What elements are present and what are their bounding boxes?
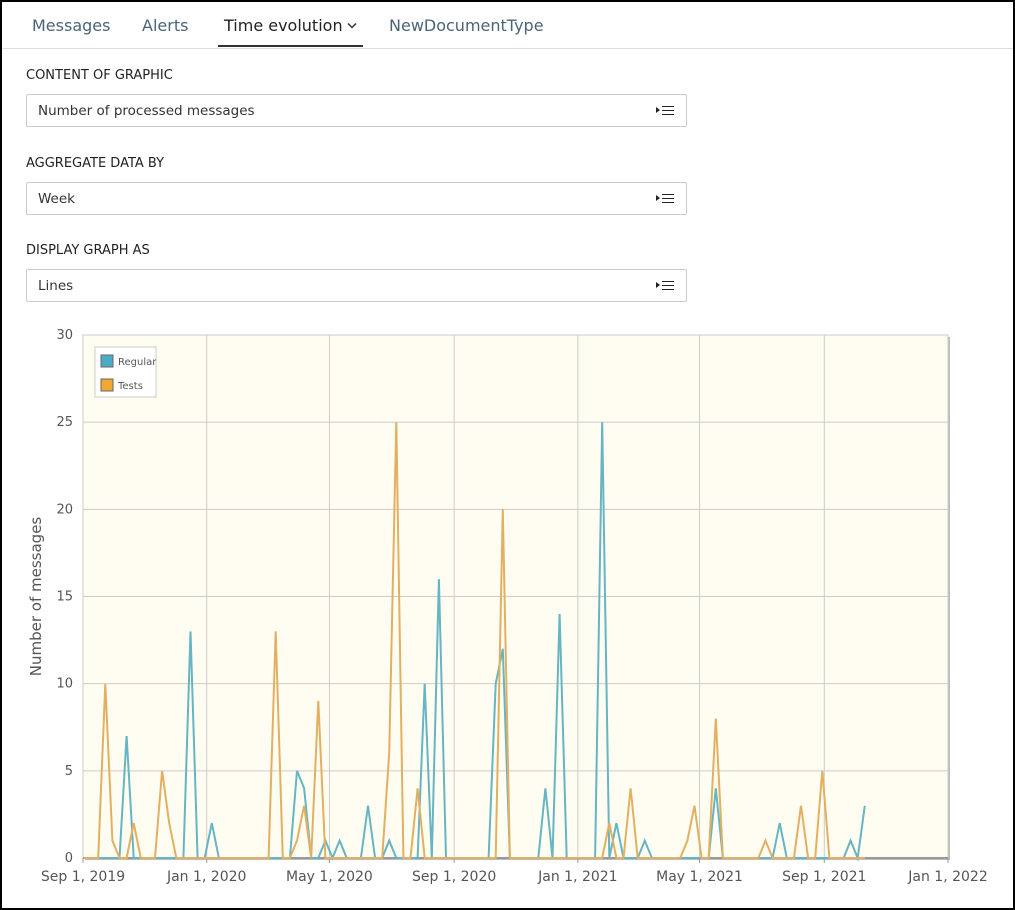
chart: 0 5 10 15 20 25 30 Sep 1, 2019 Jan 1, 2020 May 1,… <box>27 328 988 885</box>
x-tick-label: Sep 1, 2020 <box>412 869 496 885</box>
chevron-path <box>347 22 357 29</box>
series-line <box>84 422 865 859</box>
select-box[interactable]: Lines <box>26 269 687 302</box>
y-tick-label: 30 <box>56 328 73 343</box>
y-axis-label: Number of messages <box>27 517 45 677</box>
tab[interactable]: Messages <box>32 16 111 35</box>
select-value: Number of processed messages <box>38 103 255 119</box>
y-tick-label: 0 <box>65 851 73 866</box>
tab[interactable]: NewDocumentType <box>389 16 544 35</box>
x-tick-label: Jan 1, 2021 <box>537 869 617 885</box>
legend-label: Tests <box>117 381 143 392</box>
list-icon <box>656 193 674 203</box>
y-tick-label: 10 <box>56 677 73 692</box>
x-tick-label: May 1, 2021 <box>656 869 743 885</box>
tab-bar: Messages Alerts Time evolution NewDocumentT… <box>2 2 1013 49</box>
list-icon <box>656 106 674 115</box>
legend-swatch <box>100 378 114 392</box>
field-label: CONTENT OF GRAPHIC <box>26 68 173 83</box>
y-tick-label: 20 <box>56 502 73 517</box>
select-box[interactable]: Number of processed messages <box>26 94 687 127</box>
field-label: DISPLAY GRAPH AS <box>26 243 150 258</box>
x-tick-label: Jan 1, 2022 <box>907 869 987 885</box>
select-value: Week <box>38 190 75 207</box>
tab[interactable]: Alerts <box>142 16 189 35</box>
field-label: AGGREGATE DATA BY <box>26 155 165 171</box>
x-tick-label: May 1, 2020 <box>286 869 373 885</box>
y-tick-label: 5 <box>65 764 73 779</box>
select-box[interactable]: Week <box>26 181 687 215</box>
tab[interactable]: Time evolution <box>218 16 363 47</box>
x-tick-label: Sep 1, 2021 <box>782 869 866 885</box>
x-tick-label: Jan 1, 2020 <box>166 869 246 885</box>
y-tick-label: 25 <box>56 415 73 430</box>
y-tick-label: 15 <box>56 590 73 605</box>
x-tick-label: Sep 1, 2019 <box>41 869 125 885</box>
chevron <box>347 22 357 29</box>
legend-label: Regular <box>118 357 157 368</box>
list-icon <box>656 281 674 290</box>
legend-swatch <box>100 354 114 368</box>
select-value: Lines <box>38 278 74 294</box>
